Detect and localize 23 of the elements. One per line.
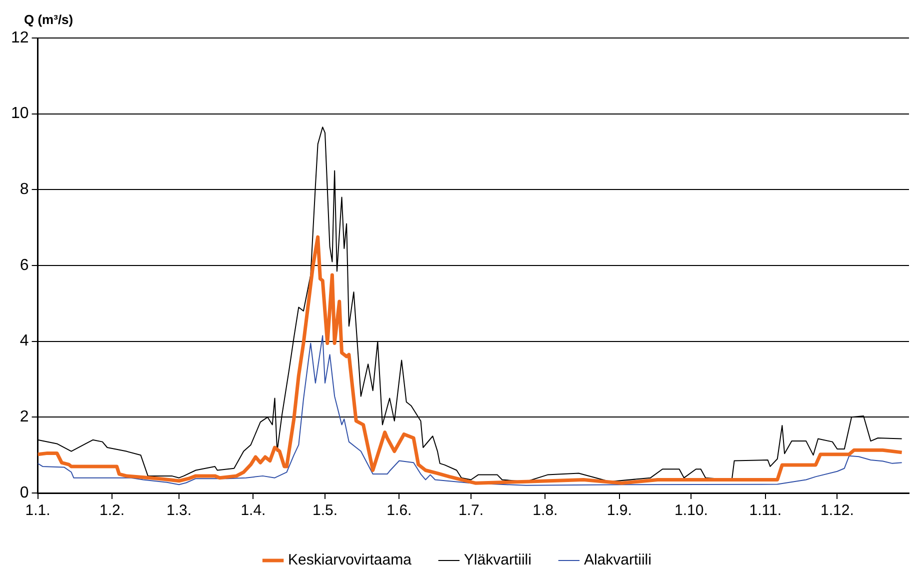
y-axis-title: Q (m³/s) xyxy=(24,12,74,28)
x-tick-label: 1.6. xyxy=(386,502,412,520)
legend-label: Yläkvartiili xyxy=(464,552,532,569)
x-tick-label: 1.2. xyxy=(99,502,125,520)
legend-label: Keskiarvovirtaama xyxy=(288,552,412,569)
x-tick-label: 1.1. xyxy=(25,502,50,520)
y-tick-label: 10 xyxy=(11,105,29,122)
y-tick-label: 2 xyxy=(20,408,29,426)
legend-label: Alakvartiili xyxy=(584,552,652,569)
x-tick-label: 1.3. xyxy=(166,502,192,520)
y-tick-label: 0 xyxy=(20,484,29,502)
x-tick-label: 1.5. xyxy=(312,502,338,520)
x-tick-label: 1.7. xyxy=(458,502,484,520)
y-tick-label: 12 xyxy=(11,29,29,46)
x-tick-label: 1.11. xyxy=(749,502,782,520)
x-tick-label: 1.12. xyxy=(820,502,854,520)
x-tick-label: 1.9. xyxy=(606,502,632,520)
y-tick-label: 4 xyxy=(20,332,29,350)
y-tick-label: 8 xyxy=(20,181,29,198)
x-tick-label: 1.4. xyxy=(240,502,266,520)
y-tick-label: 6 xyxy=(20,256,29,274)
x-tick-label: 1.8. xyxy=(532,502,558,520)
x-tick-label: 1.10. xyxy=(674,502,708,520)
